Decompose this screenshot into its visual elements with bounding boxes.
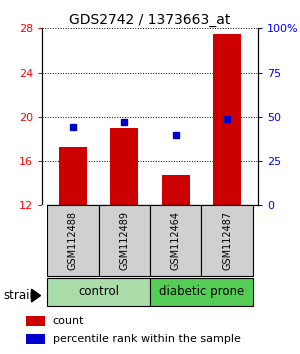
Bar (59, 147, 87, 205)
Title: GDS2742 / 1373663_at: GDS2742 / 1373663_at (69, 13, 231, 27)
Text: GSM112464: GSM112464 (171, 211, 181, 270)
Bar (26, 316, 45, 326)
Text: GSM112489: GSM112489 (119, 211, 129, 270)
Bar (201, 205, 253, 276)
Bar (42, 205, 47, 276)
Bar (150, 278, 253, 306)
Bar (47, 205, 99, 276)
Text: count: count (53, 316, 84, 326)
Bar (213, 34, 241, 205)
Text: strain: strain (3, 289, 37, 302)
Bar (26, 334, 45, 344)
Bar (162, 176, 190, 205)
Bar (99, 205, 150, 276)
Bar (110, 128, 138, 205)
Text: control: control (78, 285, 119, 298)
Bar (47, 278, 150, 306)
Text: GSM112487: GSM112487 (222, 211, 232, 270)
Text: diabetic prone: diabetic prone (159, 285, 244, 298)
Text: percentile rank within the sample: percentile rank within the sample (53, 335, 241, 344)
Polygon shape (32, 289, 40, 302)
Bar (150, 205, 201, 276)
Text: GSM112488: GSM112488 (68, 211, 78, 270)
